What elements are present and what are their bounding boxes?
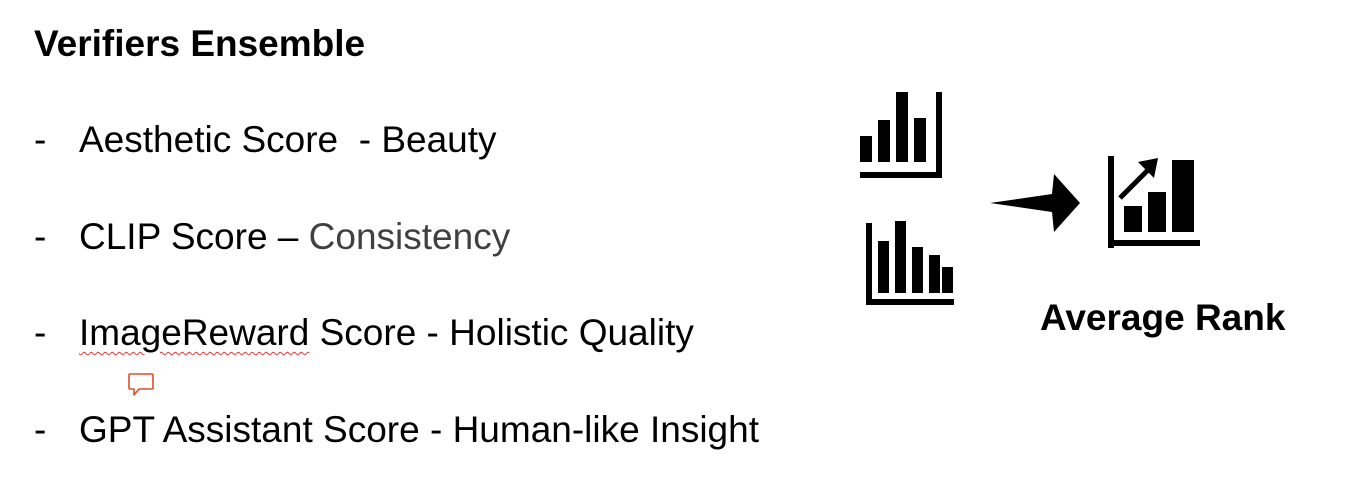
bullet-imagereward-score: - ImageReward Score - Holistic Quality — [34, 311, 694, 355]
bullet-separator: - — [419, 409, 453, 450]
bar-chart-icon — [860, 92, 942, 178]
bullet-name-rest: Score — [309, 312, 417, 353]
bullet-gpt-assistant-score: - GPT Assistant Score - Human-like Insig… — [34, 408, 759, 452]
bullet-clip-score: - CLIP Score – Consistency — [34, 215, 510, 259]
bar-chart-trend-up-icon — [1108, 156, 1200, 248]
bullet-dash: - — [34, 409, 47, 450]
bullet-description: Holistic Quality — [449, 312, 694, 353]
bullet-dash: - — [34, 216, 47, 257]
bullet-aesthetic-score: - Aesthetic Score - Beauty — [34, 118, 497, 162]
bullet-separator: - — [416, 312, 450, 353]
spellcheck-flagged-word[interactable]: ImageReward — [79, 312, 310, 353]
bullet-name: CLIP Score — [79, 216, 268, 257]
comment-icon[interactable] — [127, 372, 155, 398]
bullet-dash: - — [34, 119, 47, 160]
right-arrow-icon — [990, 174, 1080, 232]
bullet-separator: – — [267, 216, 309, 257]
bullet-description: Beauty — [381, 119, 497, 160]
bullet-description: Human-like Insight — [452, 409, 759, 450]
bullet-dash: - — [34, 312, 47, 353]
bar-chart-icon — [866, 221, 954, 305]
bullet-name: GPT Assistant Score — [79, 409, 420, 450]
bullet-separator: - — [338, 119, 382, 160]
bullet-description: Consistency — [308, 216, 511, 257]
slide-title: Verifiers Ensemble — [34, 23, 366, 64]
average-rank-label: Average Rank — [1040, 297, 1286, 338]
bullet-name: Aesthetic Score — [79, 119, 339, 160]
